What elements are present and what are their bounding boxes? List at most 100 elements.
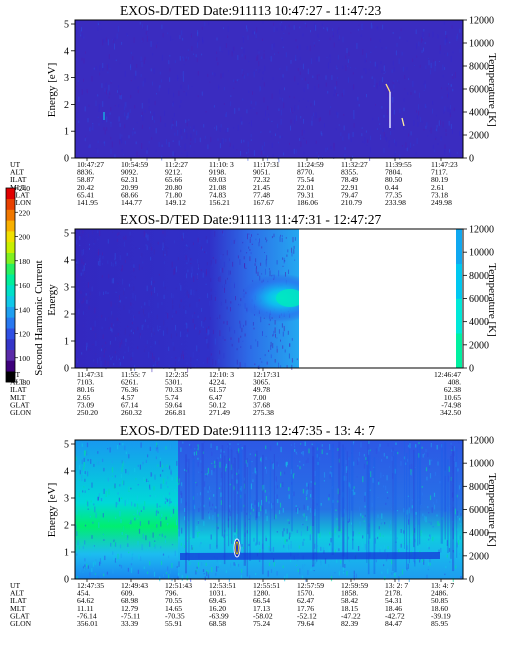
spectrogram-cell	[262, 485, 264, 491]
spectrogram-cell	[400, 28, 402, 32]
spectrogram-cell	[204, 251, 206, 253]
spectrogram-cell	[332, 35, 334, 37]
orbit-row-label: GLON	[10, 198, 32, 207]
spectrogram-cell	[203, 521, 205, 526]
spectrogram-cell	[215, 567, 217, 572]
spectrogram-cell	[167, 476, 169, 480]
spectrogram-cell	[383, 114, 385, 118]
spectrogram-cell	[222, 336, 224, 340]
spectrogram-streak	[342, 444, 344, 568]
spectrogram-cell	[371, 76, 373, 80]
spectrogram-cell	[192, 496, 195, 500]
spectrogram-cell	[148, 98, 150, 104]
spectrogram-cell	[457, 540, 460, 545]
spectrogram-cell	[119, 342, 121, 348]
spectrogram-cell	[222, 231, 224, 237]
spectrogram-cell	[258, 364, 260, 370]
orbit-cell: 67.14	[121, 400, 138, 409]
orbit-cell: 260.32	[121, 408, 142, 417]
spectrogram-cell	[379, 532, 381, 537]
spectrogram-cell	[241, 568, 243, 573]
spectrogram-cell	[197, 237, 199, 243]
spectrogram-cell	[101, 83, 103, 88]
spectrogram-cell	[219, 276, 221, 283]
spectrogram-cell	[195, 54, 197, 58]
spectrogram-cell	[364, 492, 366, 496]
spectrogram-cell	[163, 495, 165, 498]
spectrogram-cell	[250, 252, 252, 255]
spectrogram-cell	[286, 573, 288, 579]
spectrogram-cell	[330, 466, 332, 468]
spectrogram-cell	[257, 271, 259, 276]
spectrogram-cell	[150, 351, 152, 355]
spectrogram-cell	[438, 523, 440, 526]
spectrogram-cell	[236, 528, 238, 534]
spectrogram-streak	[246, 458, 248, 577]
spectrogram-cell	[439, 480, 441, 484]
temperature-strip-cell	[456, 229, 462, 264]
spectrogram-cell	[166, 500, 168, 503]
spectrogram-cell	[222, 519, 224, 523]
spectrogram-cell	[282, 565, 284, 569]
orbit-cell: 72.32	[253, 175, 270, 184]
spectrogram-cell	[82, 490, 84, 493]
spectrogram-cell	[291, 107, 293, 112]
spectrogram-cell	[297, 569, 299, 572]
spectrogram-cell	[115, 559, 117, 562]
spectrogram-cell	[247, 141, 249, 147]
spectrogram-cell	[205, 111, 207, 113]
spectrogram-cell	[323, 472, 326, 478]
spectrogram-cell	[234, 108, 236, 114]
spectrogram-cell	[123, 241, 125, 247]
spectrogram-cell	[408, 577, 410, 582]
spectrogram-cell	[123, 305, 125, 310]
spectrogram-cell	[150, 472, 152, 477]
spectrogram-cell	[323, 27, 325, 29]
spectrogram-cell	[379, 39, 381, 43]
spectrogram-cell	[108, 355, 109, 358]
orbit-cell: 20.80	[165, 183, 182, 192]
spectrogram-cell	[127, 498, 129, 504]
spectrogram-cell	[387, 92, 389, 97]
spectrogram-cell	[403, 508, 405, 513]
spectrogram-cell	[352, 538, 354, 541]
spectrogram-cell	[95, 496, 97, 500]
spectrogram-cell	[144, 479, 146, 481]
spectrogram-cell	[452, 74, 454, 79]
spectrogram-cell	[441, 87, 442, 90]
spectrogram-cell	[207, 489, 209, 493]
spectrogram-cell	[169, 498, 171, 504]
spectrogram-cell	[231, 343, 233, 347]
spectrogram-cell	[185, 310, 187, 314]
spectrogram-cell	[404, 88, 406, 90]
spectrogram-cell	[166, 327, 168, 334]
orbit-cell: 8770.	[297, 168, 314, 177]
spectrogram-cell	[309, 534, 311, 541]
spectrogram-cell	[186, 56, 187, 59]
spectrogram-cell	[294, 105, 296, 112]
spectrogram-cell	[306, 46, 308, 50]
spectrogram-cell	[88, 104, 90, 107]
colorbar-cell	[6, 274, 15, 286]
orbit-row-label: GLAT	[10, 400, 30, 409]
spectrogram-cell	[95, 363, 97, 366]
spectrogram-cell	[294, 449, 296, 452]
spectrogram-cell	[133, 332, 134, 335]
spectrogram-cell	[79, 569, 81, 573]
spectrogram-cell	[308, 448, 310, 454]
spectrogram-cell	[361, 127, 363, 129]
spectrogram-cell	[94, 506, 96, 513]
spectrogram-cell	[198, 508, 200, 513]
spectrogram-cell	[141, 544, 143, 551]
spectrogram-cell	[167, 32, 169, 35]
spectrogram-cell	[262, 38, 263, 41]
spectrogram-cell	[246, 28, 248, 32]
orbit-cell: 12:17:31	[253, 370, 280, 379]
spectrogram-cell	[119, 255, 121, 261]
spectrogram-cell	[87, 348, 89, 352]
spectrogram-cell	[109, 341, 111, 345]
spectrogram-cell	[199, 137, 201, 143]
spectrogram-cell	[226, 534, 228, 536]
orbit-cell: 70.55	[165, 596, 182, 605]
